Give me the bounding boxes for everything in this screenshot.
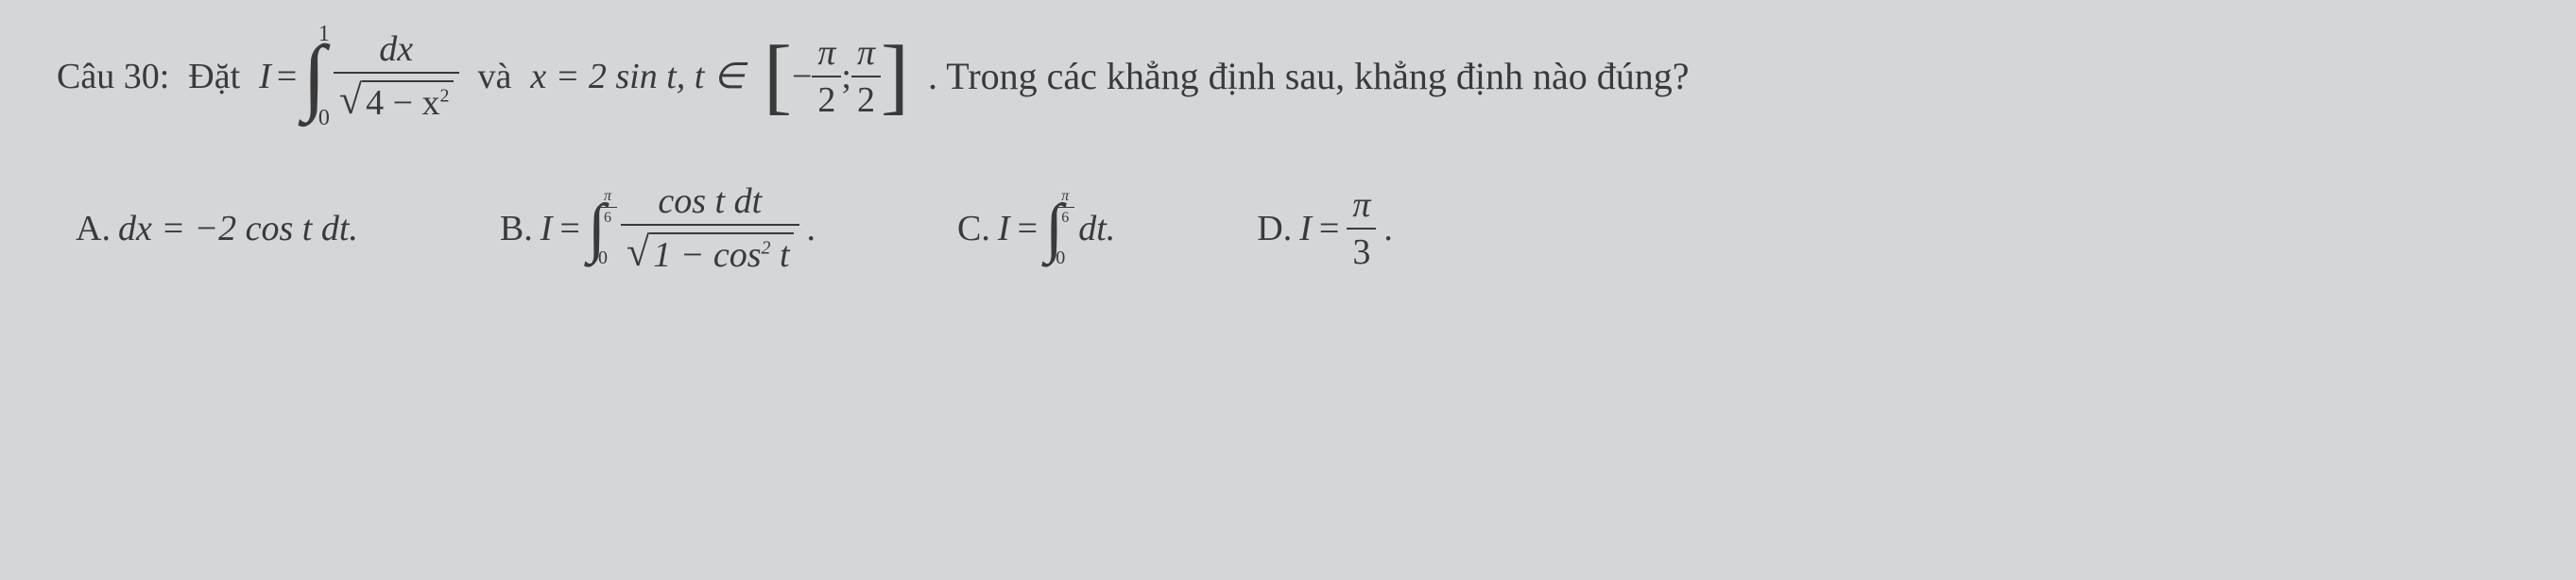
option-b: B. I = ∫ π 6 0 cos t dt √ 1 − cos2 t	[500, 180, 816, 276]
question-row: Câu 30: Đặt I = ∫ 1 0 dx √ 4 − x2	[57, 28, 2519, 124]
question-text: . Trong các khẳng định sau, khẳng định n…	[928, 54, 1689, 98]
sqrt-inner: 4 − x	[366, 83, 439, 123]
interval-right-frac: π 2	[851, 32, 881, 121]
option-c-var: I	[998, 208, 1010, 249]
interval-expr: [ − π 2 ; π 2 ]	[764, 32, 909, 121]
sqrt-icon: √	[339, 76, 362, 124]
integral-definition: I = ∫ 1 0 dx √ 4 − x2	[259, 28, 458, 124]
option-b-sqrt-pre: 1 − cos	[653, 235, 761, 275]
option-b-var: I	[541, 208, 553, 249]
option-a: A. dx = −2 cos t dt.	[76, 208, 358, 249]
option-b-sqrt-post: t	[770, 235, 789, 275]
option-b-denominator: √ 1 − cos2 t	[621, 224, 799, 276]
integral-var: I	[259, 56, 271, 97]
option-d-var: I	[1299, 208, 1312, 249]
sqrt-exponent: 2	[440, 85, 450, 106]
right-bracket-icon: ]	[881, 43, 909, 111]
option-c-equals: =	[1018, 208, 1038, 249]
integrand-numerator: dx	[373, 28, 419, 72]
option-b-integral-sign-icon: ∫	[588, 202, 606, 255]
and-text: và	[478, 56, 512, 97]
integrand-fraction: dx √ 4 − x2	[334, 28, 459, 124]
option-c-label: C.	[957, 208, 990, 249]
prefix-text: Đặt	[188, 56, 240, 97]
equals-sign: =	[277, 56, 297, 97]
option-d-num: π	[1347, 184, 1376, 228]
option-c-integral-sign-icon: ∫	[1045, 202, 1063, 255]
option-b-equals: =	[559, 208, 579, 249]
option-b-numerator: cos t dt	[652, 180, 767, 224]
main-integral: ∫ 1 0 dx √ 4 − x2	[302, 28, 458, 124]
option-c-integral: ∫ π 6 0 dt.	[1045, 196, 1115, 262]
integral-sign-icon: ∫	[302, 43, 326, 111]
interval-sep: ;	[841, 56, 851, 97]
substitution-text: x = 2 sin t, t ∈	[530, 55, 745, 97]
option-d-den: 3	[1347, 228, 1376, 273]
option-b-dot: .	[807, 208, 816, 249]
option-b-sqrt-exp: 2	[761, 237, 770, 258]
option-a-label: A.	[76, 208, 111, 249]
interval-left-den: 2	[812, 76, 841, 121]
option-d-label: D.	[1257, 208, 1292, 249]
option-b-sqrt-content: 1 − cos2 t	[649, 232, 793, 276]
option-d-equals: =	[1319, 208, 1339, 249]
interval-left-frac: π 2	[812, 32, 841, 121]
option-a-expr: dx = −2 cos t dt.	[118, 208, 358, 249]
option-c: C. I = ∫ π 6 0 dt.	[957, 196, 1115, 262]
integrand-denominator: √ 4 − x2	[334, 72, 459, 124]
option-b-label: B.	[500, 208, 533, 249]
option-d-dot: .	[1383, 208, 1393, 249]
question-number: Câu 30:	[57, 56, 169, 97]
option-b-integrand-frac: cos t dt √ 1 − cos2 t	[621, 180, 799, 276]
interval-right-num: π	[851, 32, 881, 76]
option-b-sqrt-icon: √	[627, 228, 649, 276]
options-row: A. dx = −2 cos t dt. B. I = ∫ π 6 0 cos …	[57, 180, 2519, 276]
option-b-integral: ∫ π 6 0 cos t dt √ 1 − cos2 t	[588, 180, 799, 276]
option-c-integrand: dt.	[1078, 208, 1115, 249]
interval-neg: −	[792, 56, 812, 97]
sqrt-content: 4 − x2	[362, 80, 453, 124]
option-d: D. I = π 3 .	[1257, 184, 1393, 273]
interval-left-num: π	[812, 32, 841, 76]
interval-right-den: 2	[851, 76, 881, 121]
option-b-sqrt: √ 1 − cos2 t	[627, 228, 794, 276]
sqrt-wrapper: √ 4 − x2	[339, 76, 454, 124]
option-d-frac: π 3	[1347, 184, 1376, 273]
left-bracket-icon: [	[764, 43, 792, 111]
